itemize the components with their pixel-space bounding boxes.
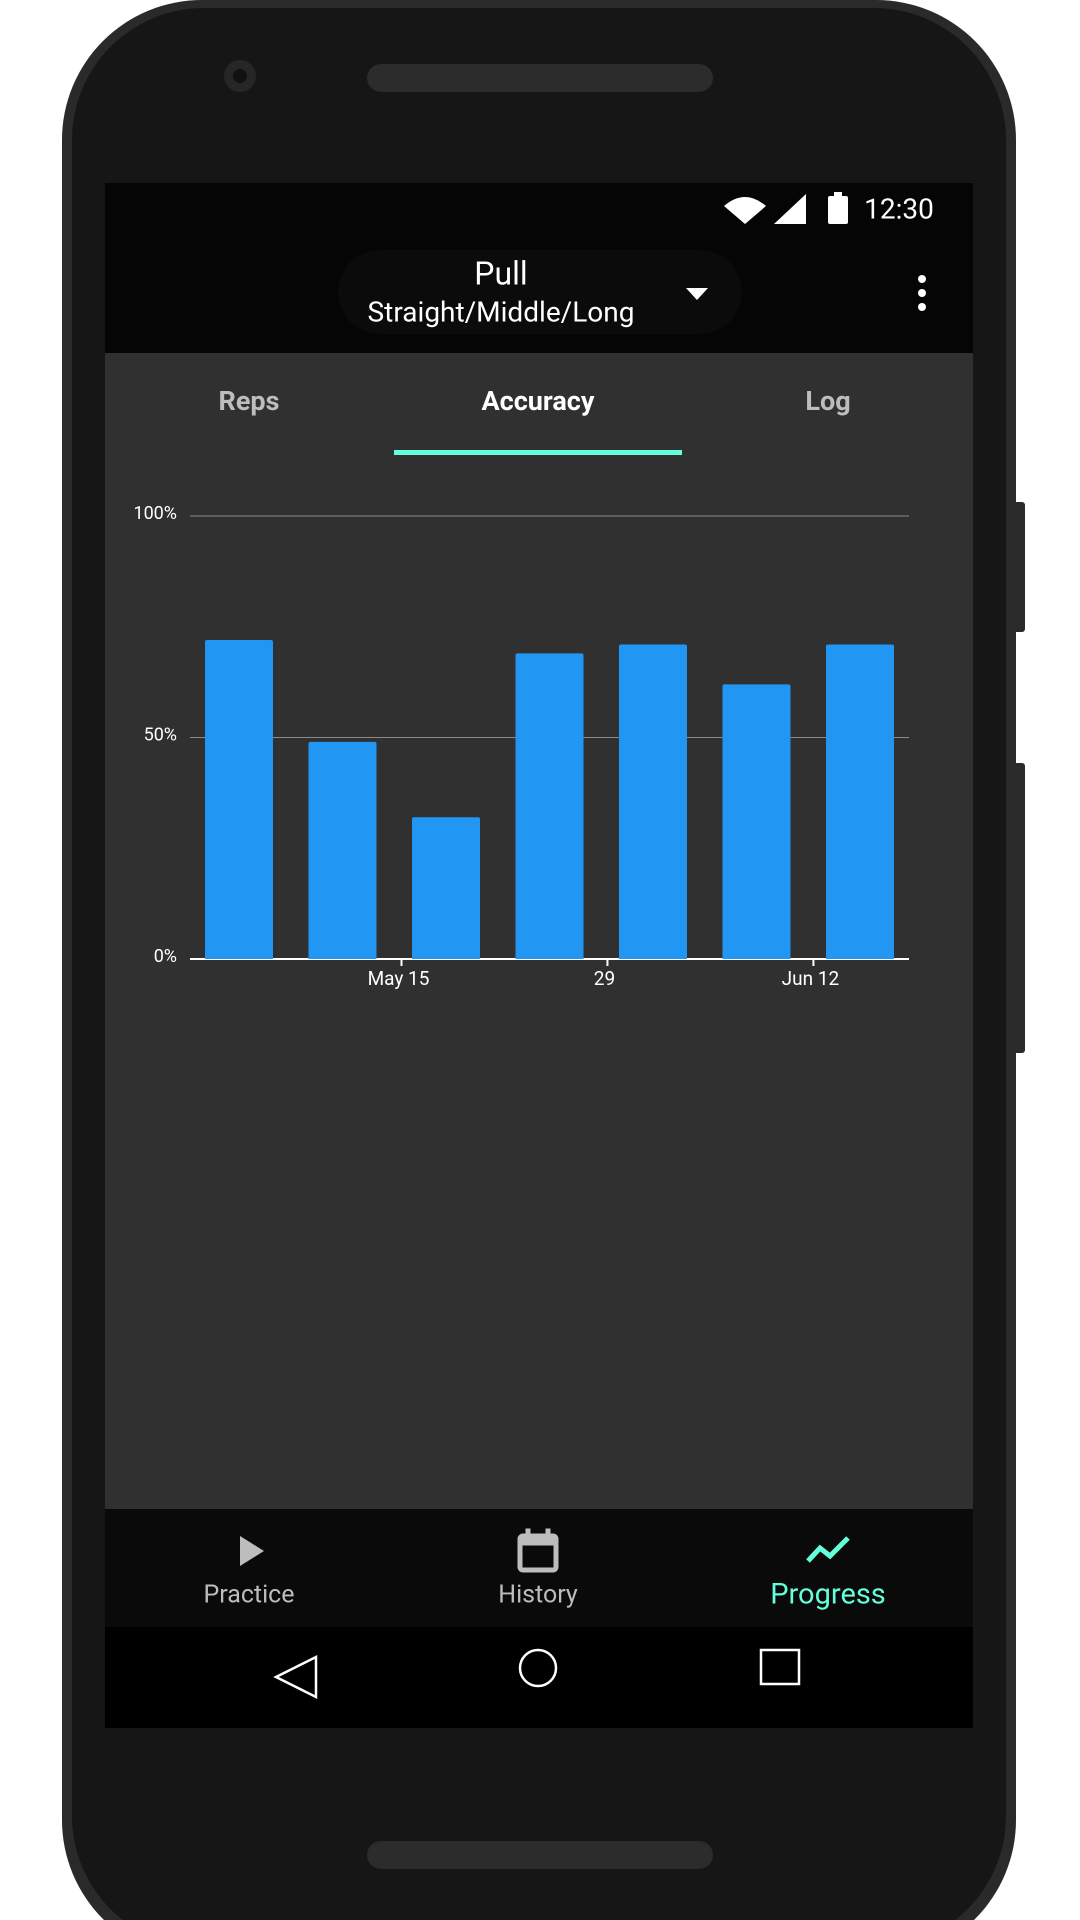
tab-label[interactable]: Reps — [219, 385, 280, 417]
speaker — [367, 64, 713, 92]
app-title: Pull — [474, 254, 527, 292]
x-tick-label: Jun 12 — [782, 967, 840, 990]
y-tick-label: 50% — [144, 724, 177, 745]
camera-lens — [233, 69, 247, 83]
tab-bar: Reps Accuracy Log — [219, 385, 851, 455]
system-nav — [105, 1627, 973, 1728]
progress-icon — [806, 1536, 850, 1563]
bar — [412, 817, 480, 959]
bar — [826, 644, 894, 959]
chart: 0% 50% 100% May 15 29 Jun 12 — [133, 503, 909, 990]
bar — [619, 644, 687, 959]
battery-tip — [834, 192, 842, 197]
x-tick-label: 29 — [594, 967, 615, 990]
practice-icon — [240, 1536, 264, 1566]
dropdown-arrow[interactable] — [686, 288, 708, 300]
calendar-ring — [525, 1528, 531, 1539]
tab-indicator — [394, 450, 682, 455]
bar — [205, 640, 273, 959]
y-tick-label: 0% — [154, 946, 177, 967]
speaker — [367, 1841, 713, 1869]
nav-label[interactable]: History — [498, 1581, 578, 1610]
y-tick-label: 100% — [133, 503, 177, 524]
nav-label[interactable]: Progress — [770, 1578, 886, 1612]
nav-label[interactable]: Practice — [203, 1581, 294, 1610]
history-icon — [517, 1528, 559, 1573]
nav-items: Practice History Progress — [203, 1578, 885, 1612]
selector[interactable] — [338, 250, 742, 334]
calendar-top — [519, 1535, 557, 1546]
app-subtitle: Straight/Middle/Long — [368, 295, 635, 328]
bar — [722, 684, 791, 959]
bar — [308, 741, 377, 959]
recents-button[interactable] — [759, 1648, 801, 1686]
status-time: 12:30 — [864, 192, 934, 225]
home-button[interactable] — [518, 1648, 558, 1688]
wifi-icon — [724, 197, 766, 224]
x-tick-label: May 15 — [368, 967, 430, 990]
tab-label[interactable]: Log — [805, 385, 850, 417]
dot — [918, 275, 926, 283]
dot — [918, 303, 926, 311]
calendar-ring — [545, 1528, 551, 1539]
overflow-menu[interactable] — [918, 275, 926, 311]
back-button[interactable] — [273, 1654, 318, 1700]
dot — [918, 289, 926, 297]
tab-label[interactable]: Accuracy — [482, 385, 595, 417]
bar — [515, 653, 584, 959]
battery-icon — [828, 196, 848, 224]
signal-icon — [774, 194, 806, 224]
